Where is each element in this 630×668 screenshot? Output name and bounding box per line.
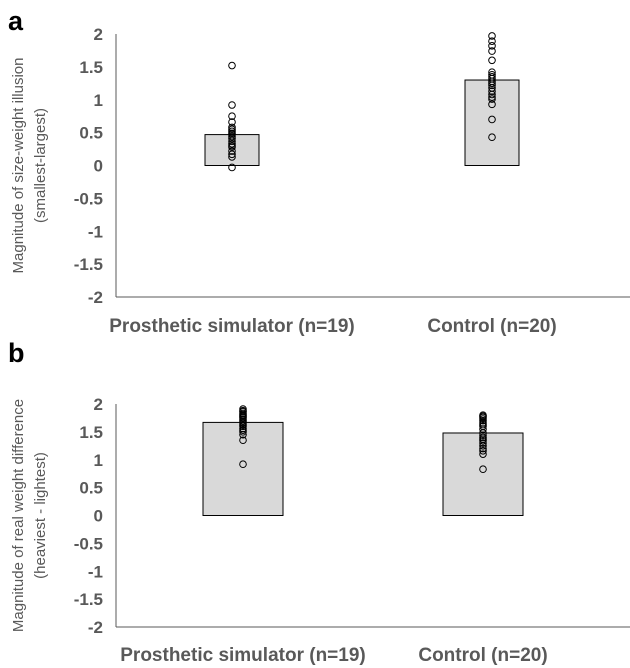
data-point (228, 112, 236, 120)
data-point (488, 42, 496, 50)
data-point (479, 444, 487, 453)
data-point (488, 95, 496, 103)
panel-label: a (8, 6, 24, 36)
data-point (228, 118, 236, 126)
data-point (228, 140, 236, 148)
data-point (228, 141, 236, 150)
y-tick-label: 0 (94, 507, 103, 526)
data-point (228, 123, 236, 132)
data-point (488, 93, 496, 101)
y-axis-title: Magnitude of size-weight illusion (10, 58, 27, 274)
data-point (228, 101, 236, 109)
y-tick-label: -0.5 (74, 534, 103, 553)
category-label: Prosthetic simulator (n=19) (120, 645, 365, 666)
data-point (228, 134, 236, 143)
data-point (239, 424, 247, 433)
panel-label: b (8, 338, 25, 368)
data-point (228, 147, 236, 155)
y-tick-label: 1 (94, 91, 103, 110)
y-tick-label: 0.5 (79, 479, 103, 498)
y-axis-title: Magnitude of real weight difference (10, 399, 27, 632)
y-tick-label: -1 (88, 562, 103, 581)
data-point (479, 411, 487, 419)
bar-0 (202, 421, 284, 516)
data-point (479, 450, 487, 458)
y-tick-label: 1 (94, 451, 103, 470)
data-point (488, 70, 496, 79)
data-point (488, 72, 496, 81)
data-point (239, 436, 247, 445)
y-tick-label: 2 (94, 25, 103, 44)
y-tick-label: 0 (94, 157, 103, 176)
data-point (479, 439, 487, 447)
data-point (488, 32, 496, 40)
y-tick-label: -2 (88, 288, 103, 307)
y-tick-label: 2 (94, 395, 103, 414)
y-axis-title: (heaviest - lightest) (32, 452, 49, 579)
data-point (488, 56, 496, 65)
y-tick-label: 1.5 (79, 423, 103, 442)
chart-panel-b: b 2 1.5 1 0.5 0 -0.5 -1 -1.5 -2 Magnitude of real … (8, 338, 630, 666)
data-point (488, 100, 496, 109)
data-point (488, 133, 496, 142)
data-point (228, 163, 236, 172)
data-point (479, 465, 487, 474)
data-point (228, 127, 236, 136)
data-point (488, 47, 496, 55)
data-point (479, 433, 487, 442)
y-tick-label: -1.5 (74, 590, 103, 609)
y-tick-label: -2 (88, 618, 103, 637)
y-tick-label: 1.5 (79, 58, 103, 77)
data-point (488, 68, 496, 76)
data-point (479, 447, 487, 455)
y-tick-label: -0.5 (74, 189, 103, 208)
data-point (239, 460, 247, 469)
data-point (228, 129, 236, 138)
category-label: Control (n=20) (427, 316, 556, 337)
data-point (228, 132, 236, 141)
category-label: Control (n=20) (418, 645, 547, 666)
data-point (228, 150, 236, 159)
category-label: Prosthetic simulator (n=19) (109, 316, 354, 337)
data-point (228, 125, 236, 134)
data-point (488, 87, 496, 96)
data-point (228, 61, 236, 70)
y-tick-label: -1.5 (74, 255, 103, 274)
data-point (488, 115, 496, 124)
y-tick-label: 0.5 (79, 124, 103, 143)
chart-panel-a: a 2 1.5 1 0.5 0 -0.5 -1 -1.5 -2 Magnitude of size-… (8, 6, 630, 337)
data-point (239, 405, 247, 413)
data-point (488, 37, 496, 46)
y-axis-title: (smallest-largest) (32, 108, 49, 223)
data-point (228, 153, 236, 161)
y-tick-label: -1 (88, 222, 103, 241)
